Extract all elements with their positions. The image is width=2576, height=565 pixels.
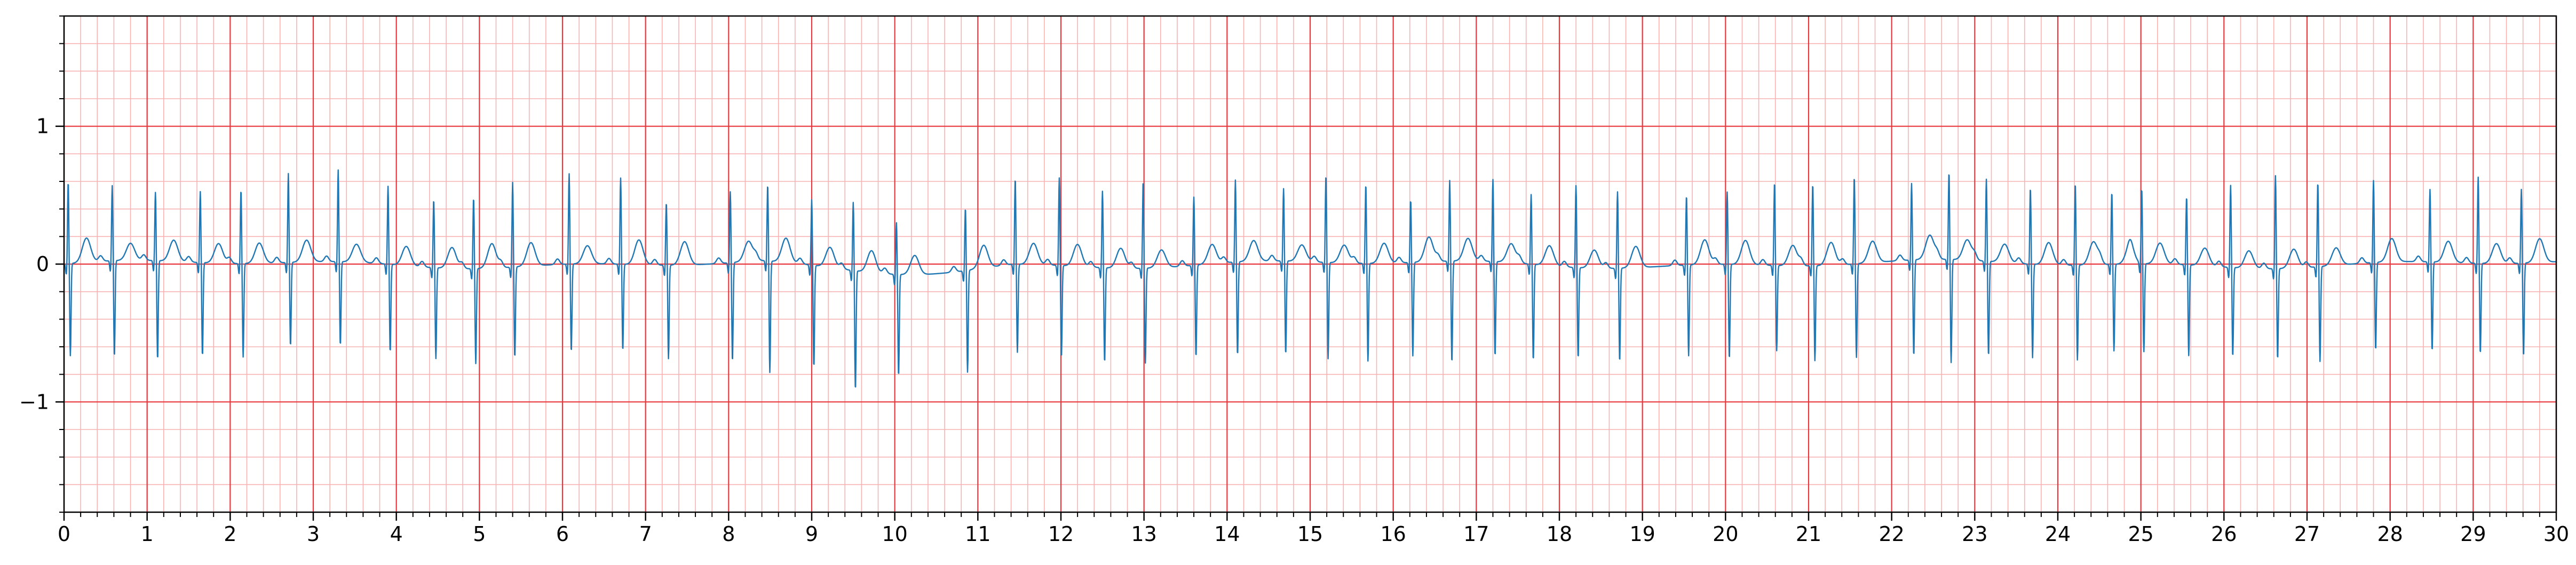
x-tick-label: 1 [141,522,154,546]
x-tick-label: 18 [1547,522,1572,546]
x-tick-label: 17 [1463,522,1489,546]
x-tick-label: 29 [2460,522,2486,546]
x-tick-label: 2 [224,522,236,546]
x-tick-label: 7 [639,522,652,546]
x-tick-label: 21 [1796,522,1821,546]
ecg-signal-line [64,169,2557,388]
x-tick-label: 3 [307,522,320,546]
series-layer [64,169,2557,388]
x-tick-label: 13 [1131,522,1156,546]
x-tick-label: 4 [390,522,403,546]
x-tick-label: 6 [556,522,569,546]
x-tick-label: 16 [1380,522,1406,546]
x-tick-label: 30 [2543,522,2569,546]
x-tick-label: 14 [1214,522,1240,546]
y-tick-label: 0 [36,252,49,276]
x-tick-label: 8 [722,522,735,546]
x-tick-label: 10 [882,522,907,546]
x-tick-label: 15 [1297,522,1323,546]
x-tick-label: 0 [58,522,70,546]
x-tick-label: 27 [2294,522,2320,546]
x-tick-label: 26 [2211,522,2237,546]
x-tick-label: 9 [805,522,818,546]
x-axis-ticks: 0 1 2 3 4 5 6 7 8 9 10 11 12 13 14 15 16 17 18 19 20 21 22 23 24… [58,512,2569,546]
y-axis-ticks: −1 0 1 [19,15,64,513]
x-tick-label: 5 [473,522,486,546]
x-tick-label: 24 [2045,522,2071,546]
x-tick-label: 25 [2128,522,2153,546]
x-tick-label: 23 [1962,522,1987,546]
x-tick-label: 22 [1879,522,1904,546]
y-tick-label: 1 [36,115,49,138]
x-tick-label: 28 [2377,522,2403,546]
x-tick-label: 20 [1713,522,1738,546]
x-tick-label: 11 [965,522,990,546]
x-tick-label: 19 [1629,522,1655,546]
y-tick-label: −1 [19,390,49,413]
x-tick-label: 12 [1048,522,1074,546]
